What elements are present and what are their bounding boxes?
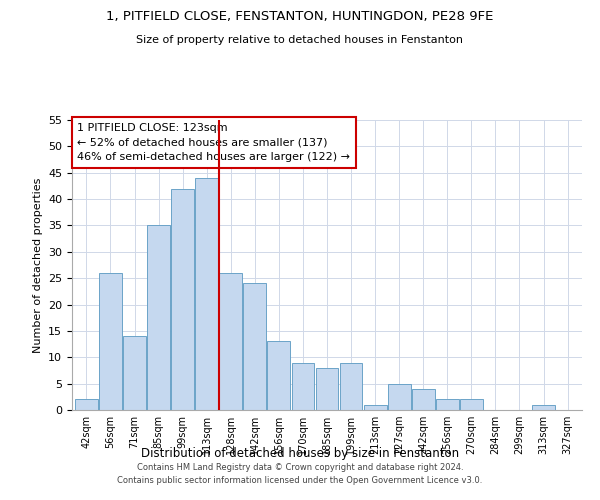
Bar [99,273,122,410]
Bar [75,400,98,410]
Bar [340,362,362,410]
Bar [220,273,242,410]
Bar [436,400,459,410]
Bar [388,384,410,410]
Bar [316,368,338,410]
Bar [292,362,314,410]
Y-axis label: Number of detached properties: Number of detached properties [32,178,43,352]
Bar [364,404,386,410]
Bar [171,188,194,410]
Bar [412,389,434,410]
Bar [195,178,218,410]
Text: Distribution of detached houses by size in Fenstanton: Distribution of detached houses by size … [141,448,459,460]
Bar [460,400,483,410]
Bar [268,342,290,410]
Bar [123,336,146,410]
Bar [532,404,555,410]
Text: Contains HM Land Registry data © Crown copyright and database right 2024.
Contai: Contains HM Land Registry data © Crown c… [118,464,482,485]
Text: 1, PITFIELD CLOSE, FENSTANTON, HUNTINGDON, PE28 9FE: 1, PITFIELD CLOSE, FENSTANTON, HUNTINGDO… [106,10,494,23]
Bar [244,284,266,410]
Text: Size of property relative to detached houses in Fenstanton: Size of property relative to detached ho… [137,35,464,45]
Bar [147,226,170,410]
Text: 1 PITFIELD CLOSE: 123sqm
← 52% of detached houses are smaller (137)
46% of semi-: 1 PITFIELD CLOSE: 123sqm ← 52% of detach… [77,123,350,162]
